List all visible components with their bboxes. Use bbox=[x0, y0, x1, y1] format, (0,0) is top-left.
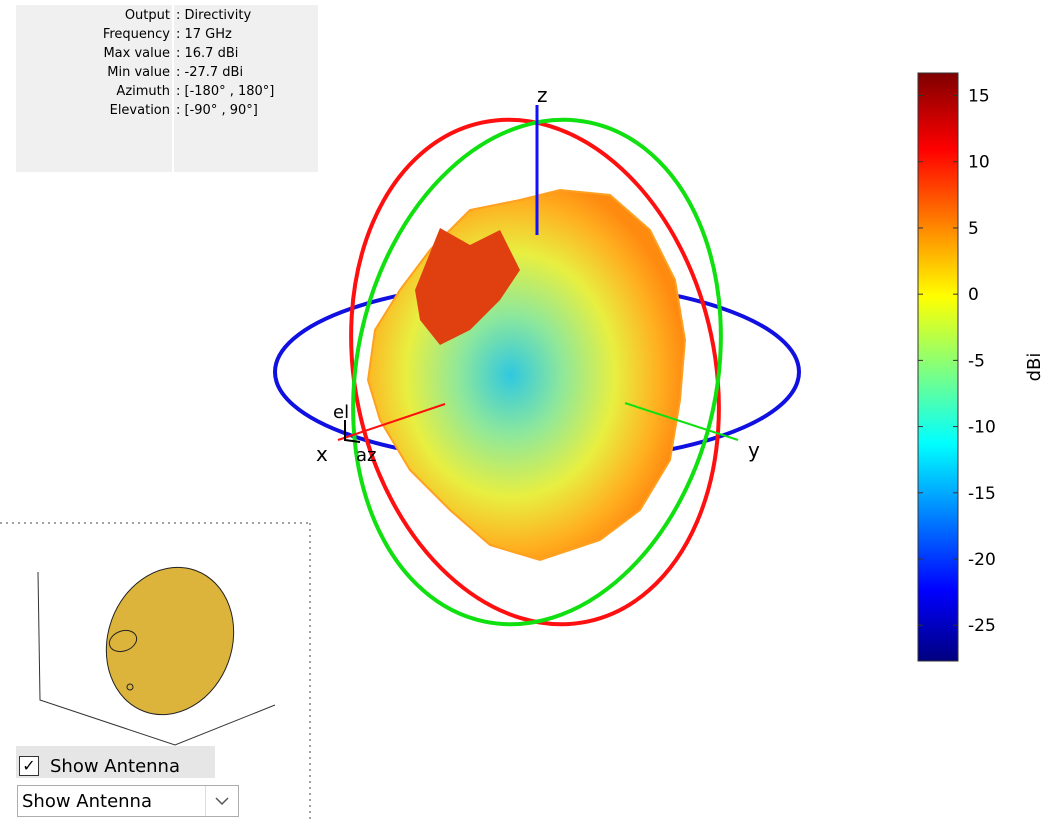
info-label: Output bbox=[16, 6, 174, 25]
pattern-surface bbox=[366, 188, 687, 562]
colorbar-tick-label: -5 bbox=[968, 351, 985, 371]
colorbar-tick-label: 0 bbox=[968, 285, 979, 305]
elevation-ring-xz bbox=[349, 117, 721, 627]
info-row: Output: Directivity bbox=[16, 5, 318, 25]
colorbar-tick-label: 10 bbox=[968, 153, 990, 173]
ground-plane bbox=[37, 571, 276, 746]
el-label: el bbox=[333, 402, 349, 423]
y-label: y bbox=[748, 438, 760, 462]
colorbar-tick-label: -15 bbox=[968, 484, 996, 504]
elevation-ring-yz bbox=[351, 117, 723, 627]
az-label: az bbox=[356, 445, 376, 466]
antenna-slot bbox=[108, 629, 138, 653]
info-label: Frequency bbox=[16, 25, 174, 44]
show-antenna-checkbox[interactable]: ✓ Show Antenna bbox=[16, 746, 215, 778]
colorbar-tick-label: 5 bbox=[968, 219, 979, 239]
antenna-dropdown[interactable]: Show Antenna bbox=[17, 785, 239, 817]
info-value: : 17 GHz bbox=[176, 27, 232, 42]
info-value: : [-90° , 90°] bbox=[176, 103, 258, 118]
info-value: : Directivity bbox=[176, 8, 252, 23]
info-row: Min value: -27.7 dBi bbox=[16, 63, 318, 82]
info-row: Frequency: 17 GHz bbox=[16, 25, 318, 44]
x-axis bbox=[337, 403, 446, 441]
colorbar-tick-label: 15 bbox=[968, 87, 990, 107]
info-value: : 16.7 dBi bbox=[176, 46, 239, 61]
checkbox-tick[interactable]: ✓ bbox=[19, 756, 39, 776]
info-label: Azimuth bbox=[16, 82, 174, 101]
info-label: Min value bbox=[16, 63, 174, 82]
dropdown-arrow[interactable] bbox=[205, 786, 238, 816]
colorbar-tick-label: -25 bbox=[968, 616, 996, 636]
colorbar bbox=[917, 72, 959, 662]
info-label: Elevation bbox=[16, 101, 174, 120]
dropdown-value: Show Antenna bbox=[22, 791, 152, 812]
colorbar-label: dBi bbox=[1024, 353, 1044, 382]
info-value: : -27.7 dBi bbox=[176, 65, 244, 80]
info-row: Elevation: [-90° , 90°] bbox=[16, 101, 318, 120]
y-axis bbox=[624, 402, 739, 441]
info-panel: Output: Directivity Frequency: 17 GHz Max … bbox=[16, 5, 318, 172]
x-label: x bbox=[316, 442, 328, 466]
info-row: Max value: 16.7 dBi bbox=[16, 44, 318, 63]
z-label: z bbox=[537, 83, 548, 107]
colorbar-tick-label: -20 bbox=[968, 550, 996, 570]
info-value: : [-180° , 180°] bbox=[176, 84, 275, 99]
pattern-peak bbox=[415, 228, 520, 345]
colorbar-tick-label: -10 bbox=[968, 418, 996, 438]
info-label: Max value bbox=[16, 44, 174, 63]
antenna-patch bbox=[105, 566, 235, 716]
info-row: Azimuth: [-180° , 180°] bbox=[16, 82, 318, 101]
checkbox-label: Show Antenna bbox=[50, 756, 180, 777]
az-el-indicator bbox=[344, 420, 361, 443]
antenna-feed bbox=[126, 683, 134, 691]
